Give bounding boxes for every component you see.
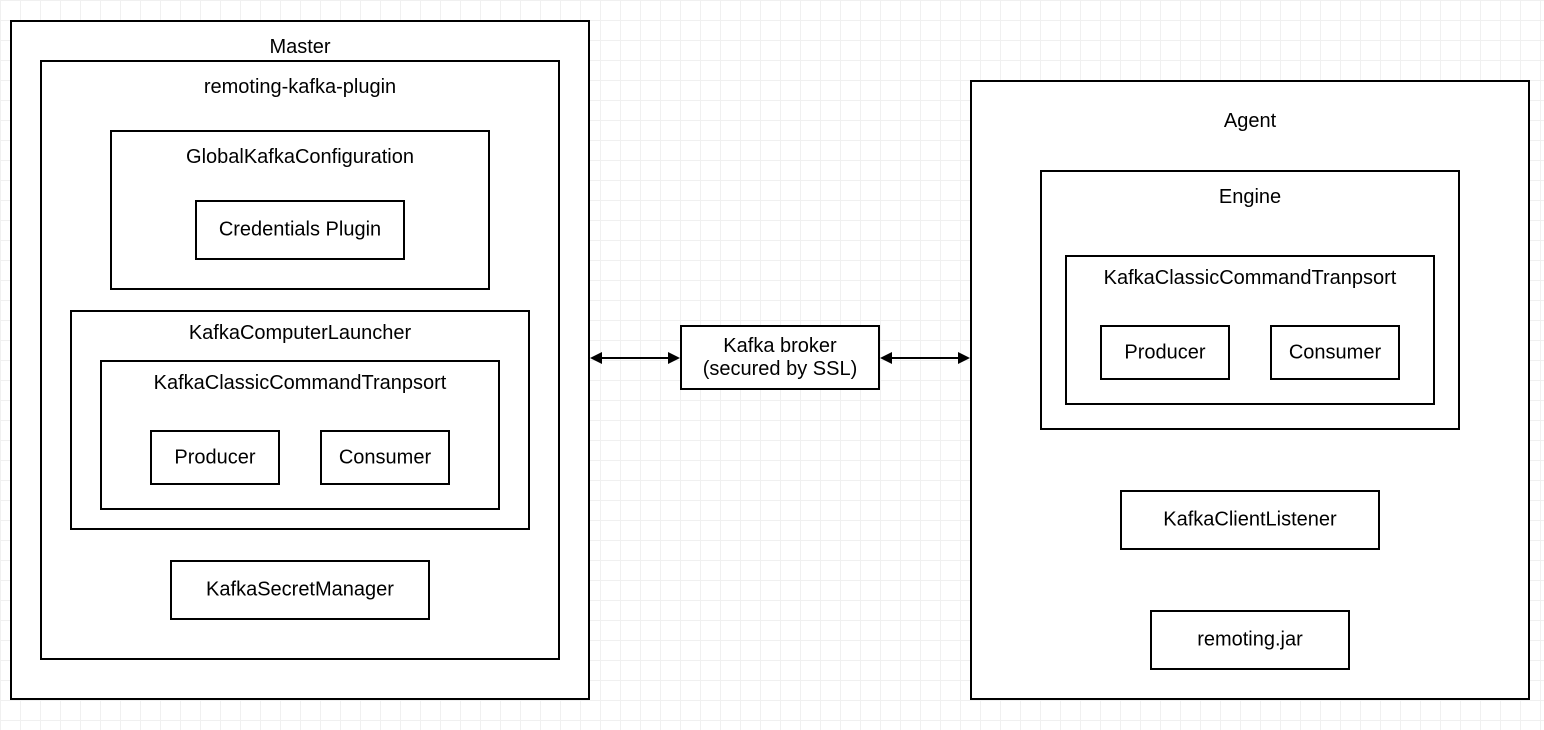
label-transport-master: KafkaClassicCommandTranpsort xyxy=(102,372,498,395)
node-producer-master: Producer xyxy=(150,430,280,485)
diagram-canvas: Master remoting-kafka-plugin GlobalKafka… xyxy=(0,0,1544,730)
node-consumer-master: Consumer xyxy=(320,430,450,485)
label-broker-line2: (secured by SSL) xyxy=(682,358,878,381)
label-producer-master: Producer xyxy=(152,446,278,469)
edge-broker-agent xyxy=(880,348,970,368)
edge-master-broker xyxy=(590,348,680,368)
label-engine: Engine xyxy=(1042,186,1458,209)
label-launcher: KafkaComputerLauncher xyxy=(72,322,528,345)
node-consumer-agent: Consumer xyxy=(1270,325,1400,380)
label-plugin: remoting-kafka-plugin xyxy=(42,76,558,99)
label-consumer-master: Consumer xyxy=(322,446,448,469)
label-globalcfg: GlobalKafkaConfiguration xyxy=(112,146,488,169)
label-producer-agent: Producer xyxy=(1102,341,1228,364)
node-clientlistener: KafkaClientListener xyxy=(1120,490,1380,550)
label-secretmgr: KafkaSecretManager xyxy=(172,579,428,602)
node-remotingjar: remoting.jar xyxy=(1150,610,1350,670)
label-remotingjar: remoting.jar xyxy=(1152,629,1348,652)
node-credentials: Credentials Plugin xyxy=(195,200,405,260)
node-producer-agent: Producer xyxy=(1100,325,1230,380)
label-transport-agent: KafkaClassicCommandTranpsort xyxy=(1067,267,1433,290)
label-agent: Agent xyxy=(972,110,1528,133)
label-broker: Kafka broker (secured by SSL) xyxy=(682,335,878,381)
node-broker: Kafka broker (secured by SSL) xyxy=(680,325,880,390)
label-consumer-agent: Consumer xyxy=(1272,341,1398,364)
label-credentials: Credentials Plugin xyxy=(197,219,403,242)
label-clientlistener: KafkaClientListener xyxy=(1122,509,1378,532)
node-secretmgr: KafkaSecretManager xyxy=(170,560,430,620)
label-master: Master xyxy=(12,36,588,59)
label-broker-line1: Kafka broker xyxy=(682,335,878,358)
